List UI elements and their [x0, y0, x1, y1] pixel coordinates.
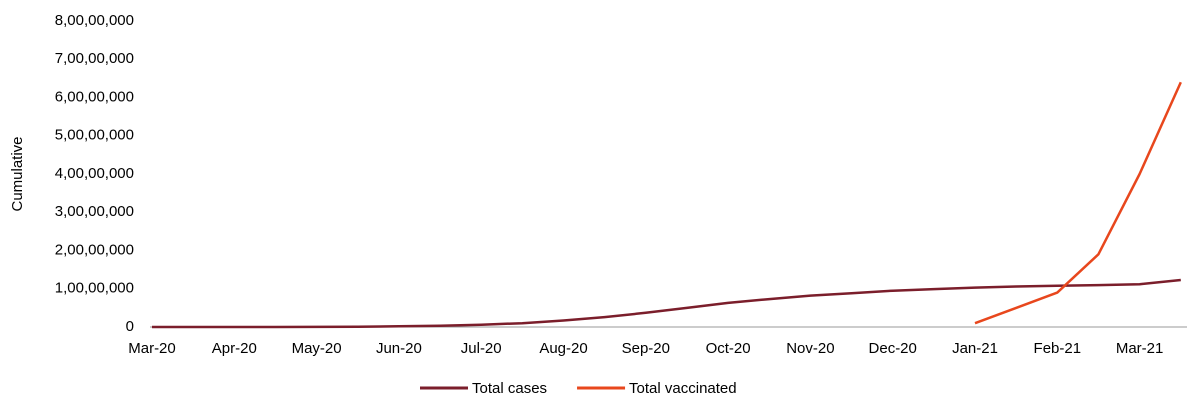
x-tick-label: Jul-20: [461, 340, 502, 357]
legend-label: Total cases: [472, 380, 547, 397]
x-tick-label: Mar-20: [128, 340, 176, 357]
x-tick-label: Mar-21: [1116, 340, 1164, 357]
legend-label: Total vaccinated: [629, 380, 737, 397]
x-tick-label: May-20: [292, 340, 342, 357]
x-tick-label: Oct-20: [706, 340, 751, 357]
x-tick-label: Aug-20: [539, 340, 587, 357]
x-tick-label: Jan-21: [952, 340, 998, 357]
x-tick-label: Feb-21: [1034, 340, 1082, 357]
y-tick-label: 5,00,00,000: [55, 127, 134, 144]
x-tick-label: Apr-20: [212, 340, 257, 357]
x-tick-label: Nov-20: [786, 340, 834, 357]
x-tick-label: Jun-20: [376, 340, 422, 357]
x-tick-label: Sep-20: [622, 340, 670, 357]
y-tick-label: 3,00,00,000: [55, 203, 134, 220]
y-tick-label: 7,00,00,000: [55, 50, 134, 67]
x-tick-label: Dec-20: [869, 340, 917, 357]
y-axis-label: Cumulative: [9, 136, 26, 211]
y-tick-label: 4,00,00,000: [55, 165, 134, 182]
y-tick-label: 1,00,00,000: [55, 280, 134, 297]
y-tick-label: 2,00,00,000: [55, 241, 134, 258]
y-tick-label: 6,00,00,000: [55, 88, 134, 105]
y-tick-label: 8,00,00,000: [55, 12, 134, 29]
line-series: [974, 81, 1182, 325]
line-series: [152, 278, 1181, 329]
y-tick-label: 0: [126, 318, 134, 335]
